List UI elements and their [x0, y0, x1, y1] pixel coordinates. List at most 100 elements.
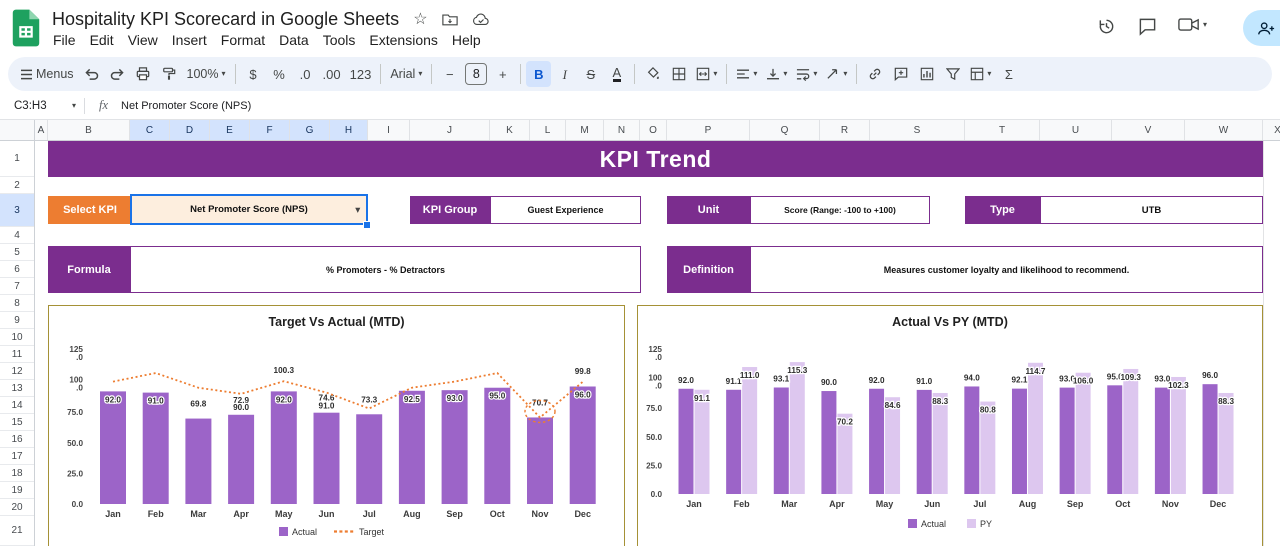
row-header-10[interactable]: 10 — [0, 329, 34, 346]
select-kpi-label[interactable]: Select KPI — [48, 196, 132, 224]
row-header-6[interactable]: 6 — [0, 261, 34, 278]
strikethrough-button[interactable]: S — [578, 61, 603, 87]
row-header-20[interactable]: 20 — [0, 499, 34, 516]
column-header-K[interactable]: K — [490, 120, 530, 140]
formula-input[interactable]: Net Promoter Score (NPS) — [121, 100, 251, 112]
insert-chart-button[interactable] — [914, 61, 939, 87]
kpi-group-value[interactable]: Guest Experience — [490, 196, 641, 224]
row-header-19[interactable]: 19 — [0, 482, 34, 499]
chevron-down-icon[interactable]: ▾ — [72, 102, 76, 110]
column-header-B[interactable]: B — [48, 120, 130, 140]
chevron-down-icon[interactable]: ▾ — [1203, 21, 1207, 29]
row-header-21[interactable]: 21 — [0, 516, 34, 546]
column-header-V[interactable]: V — [1112, 120, 1185, 140]
menu-format[interactable]: Format — [214, 31, 272, 49]
row-header-2[interactable]: 2 — [0, 177, 34, 194]
paint-format-button[interactable] — [157, 61, 182, 87]
definition-value[interactable]: Measures customer loyalty and likelihood… — [750, 246, 1263, 293]
redo-button[interactable] — [105, 61, 130, 87]
insert-link-button[interactable] — [862, 61, 887, 87]
column-header-S[interactable]: S — [870, 120, 965, 140]
kpi-select-dropdown[interactable]: Net Promoter Score (NPS) ▾ — [130, 194, 368, 225]
vertical-align-button[interactable]: ▾ — [762, 61, 791, 87]
comments-icon[interactable] — [1138, 17, 1157, 36]
row-header-14[interactable]: 14 — [0, 397, 34, 414]
increase-decimals-button[interactable]: .00 — [319, 61, 345, 87]
column-header-M[interactable]: M — [566, 120, 604, 140]
type-label[interactable]: Type — [965, 196, 1040, 224]
row-header-11[interactable]: 11 — [0, 346, 34, 363]
row-header-18[interactable]: 18 — [0, 465, 34, 482]
menu-data[interactable]: Data — [272, 31, 316, 49]
column-header-I[interactable]: I — [368, 120, 410, 140]
italic-button[interactable]: I — [552, 61, 577, 87]
menu-view[interactable]: View — [121, 31, 165, 49]
column-header-G[interactable]: G — [290, 120, 330, 140]
column-header-W[interactable]: W — [1185, 120, 1263, 140]
column-header-Q[interactable]: Q — [750, 120, 820, 140]
row-header-13[interactable]: 13 — [0, 380, 34, 397]
row-header-15[interactable]: 15 — [0, 414, 34, 431]
bold-button[interactable]: B — [526, 61, 551, 87]
column-header-X[interactable]: X — [1263, 120, 1280, 140]
unit-value[interactable]: Score (Range: -100 to +100) — [750, 196, 930, 224]
table-views-button[interactable]: ▾ — [966, 61, 995, 87]
row-header-7[interactable]: 7 — [0, 278, 34, 295]
sheets-logo[interactable] — [12, 9, 40, 47]
font-size-input[interactable]: 8 — [465, 63, 487, 85]
selection-fill-handle[interactable] — [363, 221, 371, 229]
text-rotation-button[interactable]: ▾ — [822, 61, 851, 87]
column-header-O[interactable]: O — [640, 120, 667, 140]
column-header-U[interactable]: U — [1040, 120, 1112, 140]
insert-comment-button[interactable] — [888, 61, 913, 87]
move-folder-icon[interactable] — [442, 13, 458, 26]
column-header-J[interactable]: J — [410, 120, 490, 140]
share-button[interactable]: S — [1243, 10, 1280, 46]
menu-edit[interactable]: Edit — [83, 31, 121, 49]
column-header-F[interactable]: F — [250, 120, 290, 140]
menus-button[interactable]: Menus — [16, 61, 78, 87]
menu-insert[interactable]: Insert — [165, 31, 214, 49]
row-header-5[interactable]: 5 — [0, 244, 34, 261]
more-formats-button[interactable]: 123 — [346, 61, 376, 87]
formula-value[interactable]: % Promoters - % Detractors — [130, 246, 641, 293]
actual-vs-py-chart-panel[interactable]: Actual Vs PY (MTD)125.0100.075.050.025.0… — [637, 305, 1263, 546]
column-header-E[interactable]: E — [210, 120, 250, 140]
column-header-A[interactable]: A — [35, 120, 48, 140]
star-icon[interactable]: ☆ — [413, 12, 427, 28]
menu-tools[interactable]: Tools — [316, 31, 363, 49]
select-all-corner[interactable] — [0, 120, 35, 141]
font-select[interactable]: Arial▾ — [386, 61, 426, 87]
text-wrap-button[interactable]: ▾ — [792, 61, 821, 87]
column-header-H[interactable]: H — [330, 120, 368, 140]
menu-extensions[interactable]: Extensions — [362, 31, 444, 49]
row-header-8[interactable]: 8 — [0, 295, 34, 312]
target-vs-actual-chart-panel[interactable]: Target Vs Actual (MTD)125.0100.075.050.0… — [48, 305, 625, 546]
horizontal-align-button[interactable]: ▾ — [732, 61, 761, 87]
row-header-16[interactable]: 16 — [0, 431, 34, 448]
document-title[interactable]: Hospitality KPI Scorecard in Google Shee… — [52, 9, 399, 30]
menu-help[interactable]: Help — [445, 31, 488, 49]
row-header-4[interactable]: 4 — [0, 227, 34, 244]
create-filter-button[interactable] — [940, 61, 965, 87]
unit-label[interactable]: Unit — [667, 196, 750, 224]
borders-button[interactable] — [666, 61, 691, 87]
kpi-group-label[interactable]: KPI Group — [410, 196, 490, 224]
column-header-C[interactable]: C — [130, 120, 170, 140]
currency-format-button[interactable]: $ — [241, 61, 266, 87]
row-header-12[interactable]: 12 — [0, 363, 34, 380]
increase-font-size-button[interactable]: + — [490, 61, 515, 87]
row-header-17[interactable]: 17 — [0, 448, 34, 465]
merge-cells-button[interactable]: ▾ — [692, 61, 721, 87]
menu-file[interactable]: File — [46, 31, 83, 49]
percent-format-button[interactable]: % — [267, 61, 292, 87]
text-color-button[interactable]: A — [604, 61, 629, 87]
column-header-P[interactable]: P — [667, 120, 750, 140]
row-header-1[interactable]: 1 — [0, 141, 34, 177]
functions-button[interactable]: Σ — [996, 61, 1021, 87]
name-box[interactable]: C3:H3 ▾ — [0, 100, 84, 112]
version-history-icon[interactable] — [1097, 17, 1116, 36]
video-call-icon[interactable]: ▾ — [1178, 17, 1207, 32]
type-value[interactable]: UTB — [1040, 196, 1263, 224]
definition-label[interactable]: Definition — [667, 246, 750, 293]
